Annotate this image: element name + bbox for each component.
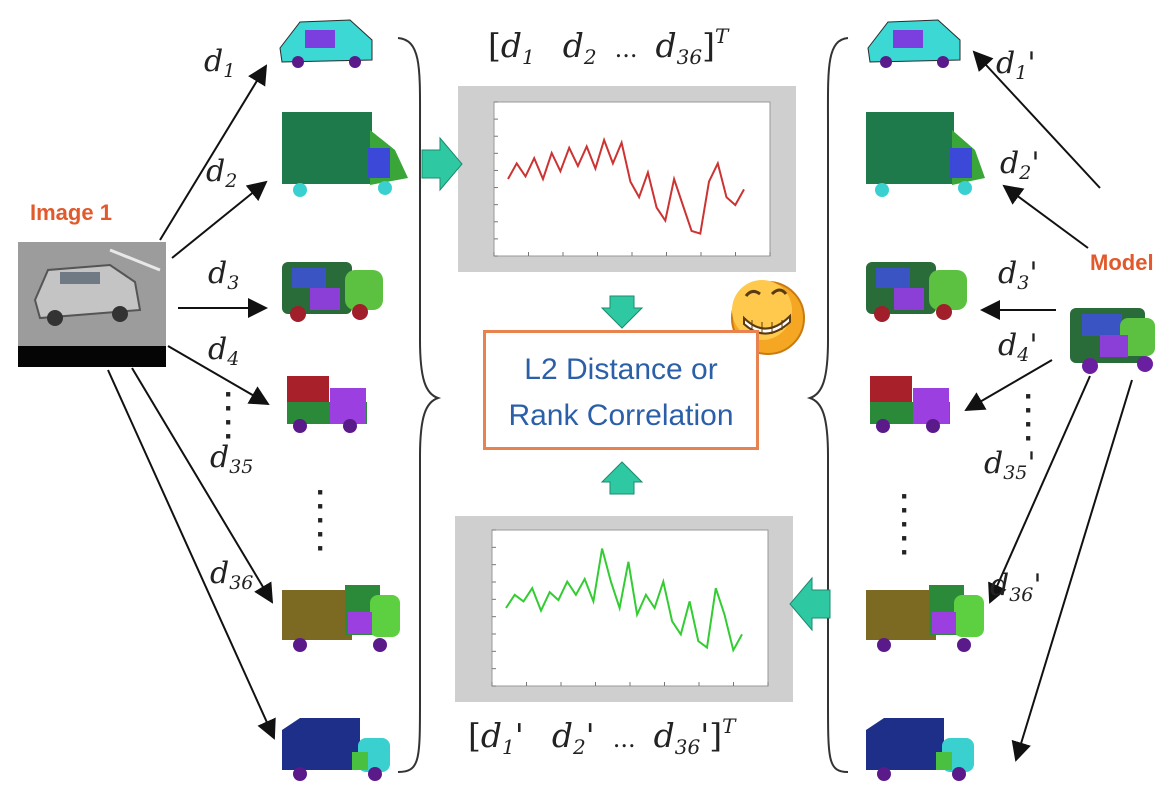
right-vehicle-last [866,718,974,781]
top-feature-plot [458,86,796,272]
left-label-d3: d3 [208,256,240,294]
right-arrows [964,50,1133,762]
right-label-d1-prime: d1' [996,46,1036,84]
distance-metric-line-1: L2 Distance or [524,353,718,386]
right-label-d36-prime: d36' [990,568,1042,606]
distance-metric-line-2: Rank Correlation [508,399,734,432]
right-vertical-dots: · · · · · [900,480,910,569]
right-vehicle-36 [866,585,984,652]
bottom-plot-ticks [491,529,769,687]
top-plot-curve [507,136,745,235]
image-1-title: Image 1 [30,200,112,225]
bottom-vector-label: [d1' d2'... d36']T [468,714,736,759]
right-label-d3-prime: d3' [998,256,1038,294]
right-label-d2-prime: d2' [1000,146,1040,184]
right-vehicle-3 [866,262,967,322]
right-curly-brace [806,37,849,773]
top-vector-label: [d1 d2... d36]T [488,24,729,69]
model-car-image [1070,308,1155,374]
left-vehicle-36 [282,585,400,652]
left-vehicle-1 [279,19,373,68]
right-vertical-dots-small: · · · · [1024,380,1034,455]
right-vehicle-4 [870,376,950,433]
teal-arrow-up-to-box [600,461,644,495]
distance-metric-box: L2 Distance or Rank Correlation [483,330,759,450]
teal-arrow-down-to-box [600,295,644,329]
left-label-d36: d36 [210,556,254,594]
bottom-feature-plot [455,516,793,702]
left-vertical-dots-small: · · · · [224,378,234,453]
right-label-d4-prime: d4' [998,328,1038,366]
left-label-d35: d35 [210,440,254,478]
left-vehicle-2 [282,112,408,197]
teal-arrow-left-to-top-plot [421,136,463,192]
image-1-photo [18,242,166,367]
left-vehicle-last [282,718,390,781]
left-vertical-dots: · · · · · [316,476,326,565]
right-vehicle-1 [867,19,961,68]
left-vehicle-4 [287,376,367,433]
left-arrows [107,64,276,740]
left-vehicle-3 [282,262,383,322]
left-label-d1: d1 [204,44,236,82]
teal-arrow-right-to-bottom-plot [789,576,831,632]
left-label-d2: d2 [206,154,238,192]
right-vehicle-2 [866,112,985,197]
left-label-d4: d4 [208,332,240,370]
left-curly-brace [397,37,442,773]
top-plot-ticks [493,101,771,257]
model-title: Model [1090,250,1154,275]
bottom-plot-curve [505,548,743,653]
right-label-d35-prime: d35' [984,446,1036,484]
